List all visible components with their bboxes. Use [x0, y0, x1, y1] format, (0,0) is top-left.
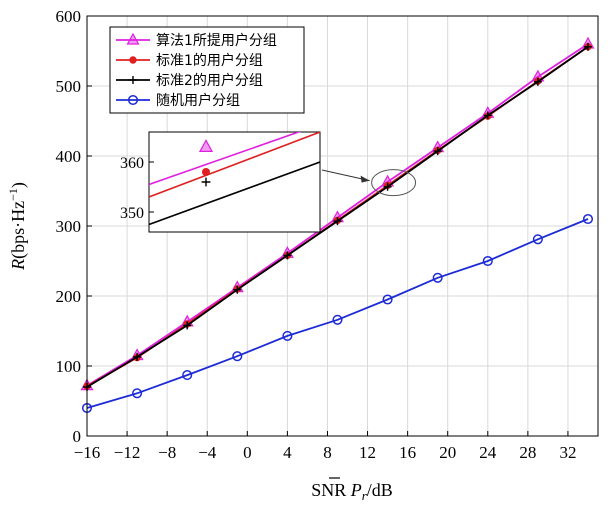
x-tick-label: 24	[479, 443, 497, 462]
y-tick-label: 200	[56, 287, 82, 306]
y-axis-label-main: R	[8, 259, 28, 271]
legend-swatch-marker	[127, 94, 139, 106]
data-point-3	[233, 285, 242, 294]
data-point-4	[282, 330, 293, 341]
zoom-arrow-head	[360, 175, 370, 183]
series-layer	[80, 36, 595, 414]
inset-data-point-2	[201, 167, 211, 177]
legend-label: 标准2的用户分组	[156, 72, 263, 89]
y-axis-label-close: )	[8, 182, 29, 188]
data-point-3	[483, 111, 492, 120]
inset-data-point-1	[198, 139, 214, 152]
zoom-ellipse	[371, 169, 417, 197]
y-tick-label: 100	[56, 357, 82, 376]
inset-y-tick-label: 350	[120, 205, 144, 222]
data-point-3	[533, 77, 542, 86]
y-tick-label: 600	[56, 7, 82, 26]
inset-zoom: 350 360	[120, 131, 321, 233]
y-axis-label-unit: (bps·Hz	[8, 201, 29, 259]
x-tick-label: −16	[74, 443, 101, 462]
data-point-4	[332, 314, 343, 325]
series-line-4	[86, 218, 589, 409]
x-tick-label: 12	[359, 443, 376, 462]
data-point-3	[333, 217, 342, 226]
data-point-4	[482, 255, 493, 267]
x-axis-ticks: −16 −12 −8 −4 0 4 8 12 16 20 24 28 32	[74, 431, 576, 462]
data-point-4	[532, 234, 543, 245]
x-tick-label: −8	[158, 443, 176, 462]
x-axis-label-main: SNR	[311, 480, 351, 500]
zoom-annotation	[321, 169, 417, 197]
y-tick-label: 400	[56, 147, 82, 166]
y-axis-ticks: 0 100 200 300 400 500 600	[56, 7, 92, 446]
x-tick-label: 16	[399, 443, 416, 462]
legend-swatch-marker	[126, 32, 140, 45]
data-point-3	[133, 352, 142, 361]
data-point-4	[382, 294, 393, 305]
y-tick-label: 300	[56, 217, 82, 236]
data-point-4	[132, 388, 143, 399]
x-tick-label: −12	[114, 443, 141, 462]
x-tick-label: 28	[519, 443, 536, 462]
inset-y-tick-label: 360	[120, 155, 144, 172]
y-tick-label: 500	[56, 77, 82, 96]
data-point-3	[283, 251, 292, 260]
legend-label: 算法1所提用户分组	[156, 32, 277, 49]
x-tick-label: −4	[198, 443, 217, 462]
inset-frame	[148, 131, 321, 233]
x-axis-label: SNR Pr/dB	[311, 480, 393, 503]
x-tick-label: 4	[283, 443, 292, 462]
data-point-3	[183, 321, 192, 330]
x-tick-label: 32	[559, 443, 576, 462]
inset-series-line-2	[149, 132, 320, 198]
inset-series-line-3	[149, 161, 320, 226]
inset-series	[149, 132, 320, 226]
data-point-4	[432, 272, 443, 283]
x-tick-label: 8	[323, 443, 332, 462]
data-point-3	[383, 182, 392, 191]
data-point-3	[583, 42, 592, 51]
data-point-4	[182, 370, 193, 381]
x-axis-label-symbol: P	[350, 480, 362, 500]
y-axis-label-sup: −1	[6, 188, 20, 201]
x-tick-label: 0	[243, 443, 252, 462]
inset-series-line-1	[149, 132, 302, 186]
data-point-4	[232, 351, 243, 362]
x-axis-label-unit: /dB	[367, 480, 393, 500]
legend-box	[109, 26, 305, 114]
data-point-3	[433, 147, 442, 156]
x-axis-label-sub: r	[362, 488, 368, 503]
legend-label: 随机用户分组	[156, 92, 240, 109]
legend-swatch-marker	[129, 56, 137, 64]
inset-data-point-3	[201, 177, 211, 187]
data-point-4	[582, 213, 594, 225]
y-tick-label: 0	[73, 427, 82, 446]
y-axis-label: R(bps·Hz−1)	[6, 182, 29, 271]
legend-label: 标准1的用户分组	[156, 52, 263, 69]
legend-swatch-marker	[129, 76, 137, 84]
x-tick-label: 20	[439, 443, 456, 462]
